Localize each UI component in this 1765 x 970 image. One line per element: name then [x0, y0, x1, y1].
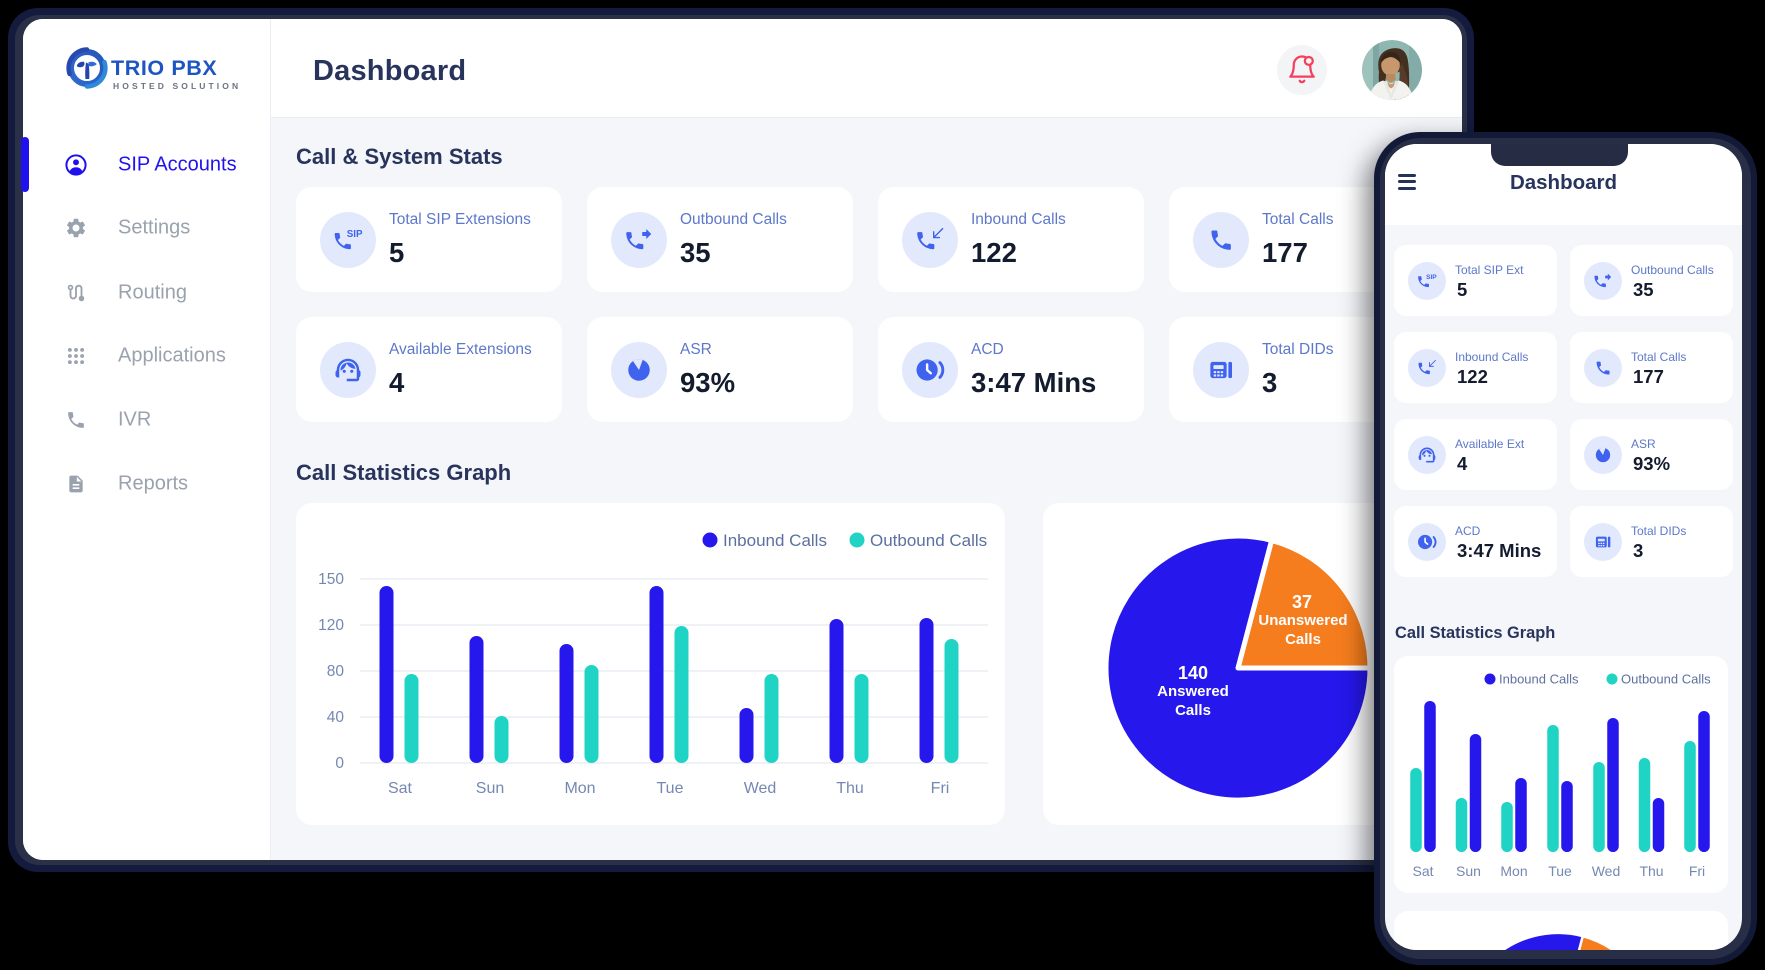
svg-text:Mon: Mon: [564, 780, 595, 797]
svg-text:Mon: Mon: [1500, 863, 1527, 879]
svg-text:Inbound Calls: Inbound Calls: [723, 531, 827, 550]
svg-text:Sat: Sat: [1412, 863, 1433, 879]
svg-text:Inbound Calls: Inbound Calls: [1499, 672, 1579, 687]
svg-text:Fri: Fri: [1689, 863, 1705, 879]
svg-text:Thu: Thu: [1639, 863, 1663, 879]
svg-text:Wed: Wed: [744, 780, 777, 797]
svg-text:Tue: Tue: [657, 780, 684, 797]
svg-text:Thu: Thu: [836, 780, 864, 797]
svg-text:Sun: Sun: [476, 780, 504, 797]
svg-text:Fri: Fri: [931, 780, 950, 797]
svg-text:Wed: Wed: [1592, 863, 1621, 879]
svg-text:Tue: Tue: [1548, 863, 1572, 879]
svg-text:Outbound Calls: Outbound Calls: [1621, 672, 1711, 687]
svg-text:SIP: SIP: [1426, 274, 1437, 281]
svg-text:Sat: Sat: [388, 780, 413, 797]
svg-text:120: 120: [318, 617, 344, 634]
svg-text:40: 40: [327, 709, 345, 726]
svg-text:0: 0: [335, 755, 344, 772]
svg-text:SIP: SIP: [347, 229, 363, 240]
svg-text:80: 80: [327, 663, 345, 680]
svg-text:150: 150: [318, 571, 344, 588]
svg-text:Outbound Calls: Outbound Calls: [870, 531, 987, 550]
svg-text:Sun: Sun: [1456, 863, 1481, 879]
